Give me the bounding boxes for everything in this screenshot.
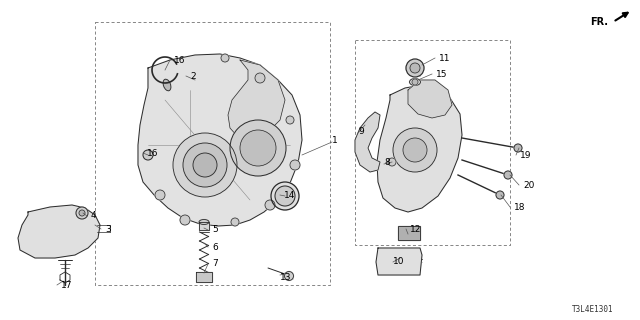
Text: 1: 1 <box>332 135 338 145</box>
Text: 2: 2 <box>190 71 196 81</box>
Circle shape <box>230 120 286 176</box>
Circle shape <box>504 171 512 179</box>
Circle shape <box>403 138 427 162</box>
Text: 16: 16 <box>147 148 159 157</box>
Circle shape <box>255 73 265 83</box>
Circle shape <box>275 186 295 206</box>
Text: 3: 3 <box>105 225 111 234</box>
Polygon shape <box>18 205 100 258</box>
Text: 18: 18 <box>514 203 525 212</box>
Bar <box>398 226 420 240</box>
Ellipse shape <box>199 220 209 225</box>
Bar <box>196 272 212 282</box>
Ellipse shape <box>410 78 420 85</box>
Polygon shape <box>408 80 452 118</box>
Circle shape <box>406 59 424 77</box>
Text: 10: 10 <box>393 258 404 267</box>
Polygon shape <box>355 112 380 172</box>
Text: 19: 19 <box>520 150 531 159</box>
Text: 7: 7 <box>212 260 218 268</box>
Circle shape <box>410 63 420 73</box>
Circle shape <box>286 116 294 124</box>
Text: 9: 9 <box>358 126 364 135</box>
Circle shape <box>180 215 190 225</box>
Polygon shape <box>228 60 285 140</box>
Text: 17: 17 <box>61 281 72 290</box>
Text: 20: 20 <box>523 180 534 189</box>
Text: 16: 16 <box>174 55 186 65</box>
Circle shape <box>193 153 217 177</box>
Circle shape <box>143 150 153 160</box>
Circle shape <box>240 130 276 166</box>
Ellipse shape <box>163 79 171 91</box>
Circle shape <box>231 218 239 226</box>
Bar <box>199 222 209 230</box>
Text: T3L4E1301: T3L4E1301 <box>572 306 614 315</box>
Circle shape <box>221 54 229 62</box>
Text: 12: 12 <box>410 225 421 234</box>
Text: 4: 4 <box>91 212 97 220</box>
Text: 8: 8 <box>384 157 390 166</box>
Polygon shape <box>138 54 302 226</box>
Circle shape <box>496 191 504 199</box>
Circle shape <box>514 144 522 152</box>
Text: FR.: FR. <box>590 17 608 27</box>
Circle shape <box>393 128 437 172</box>
Circle shape <box>412 79 418 85</box>
Text: 13: 13 <box>280 273 291 282</box>
Polygon shape <box>376 248 422 275</box>
Circle shape <box>183 143 227 187</box>
Text: 14: 14 <box>284 190 296 199</box>
Bar <box>398 226 420 240</box>
Circle shape <box>173 133 237 197</box>
Text: 15: 15 <box>436 69 447 78</box>
Text: 11: 11 <box>439 53 451 62</box>
Circle shape <box>290 160 300 170</box>
Circle shape <box>388 158 396 166</box>
Circle shape <box>265 200 275 210</box>
Text: 5: 5 <box>212 226 218 235</box>
Circle shape <box>271 182 299 210</box>
Circle shape <box>79 210 85 216</box>
Circle shape <box>285 271 294 281</box>
Circle shape <box>155 190 165 200</box>
Circle shape <box>76 207 88 219</box>
Polygon shape <box>377 85 462 212</box>
Text: 6: 6 <box>212 243 218 252</box>
